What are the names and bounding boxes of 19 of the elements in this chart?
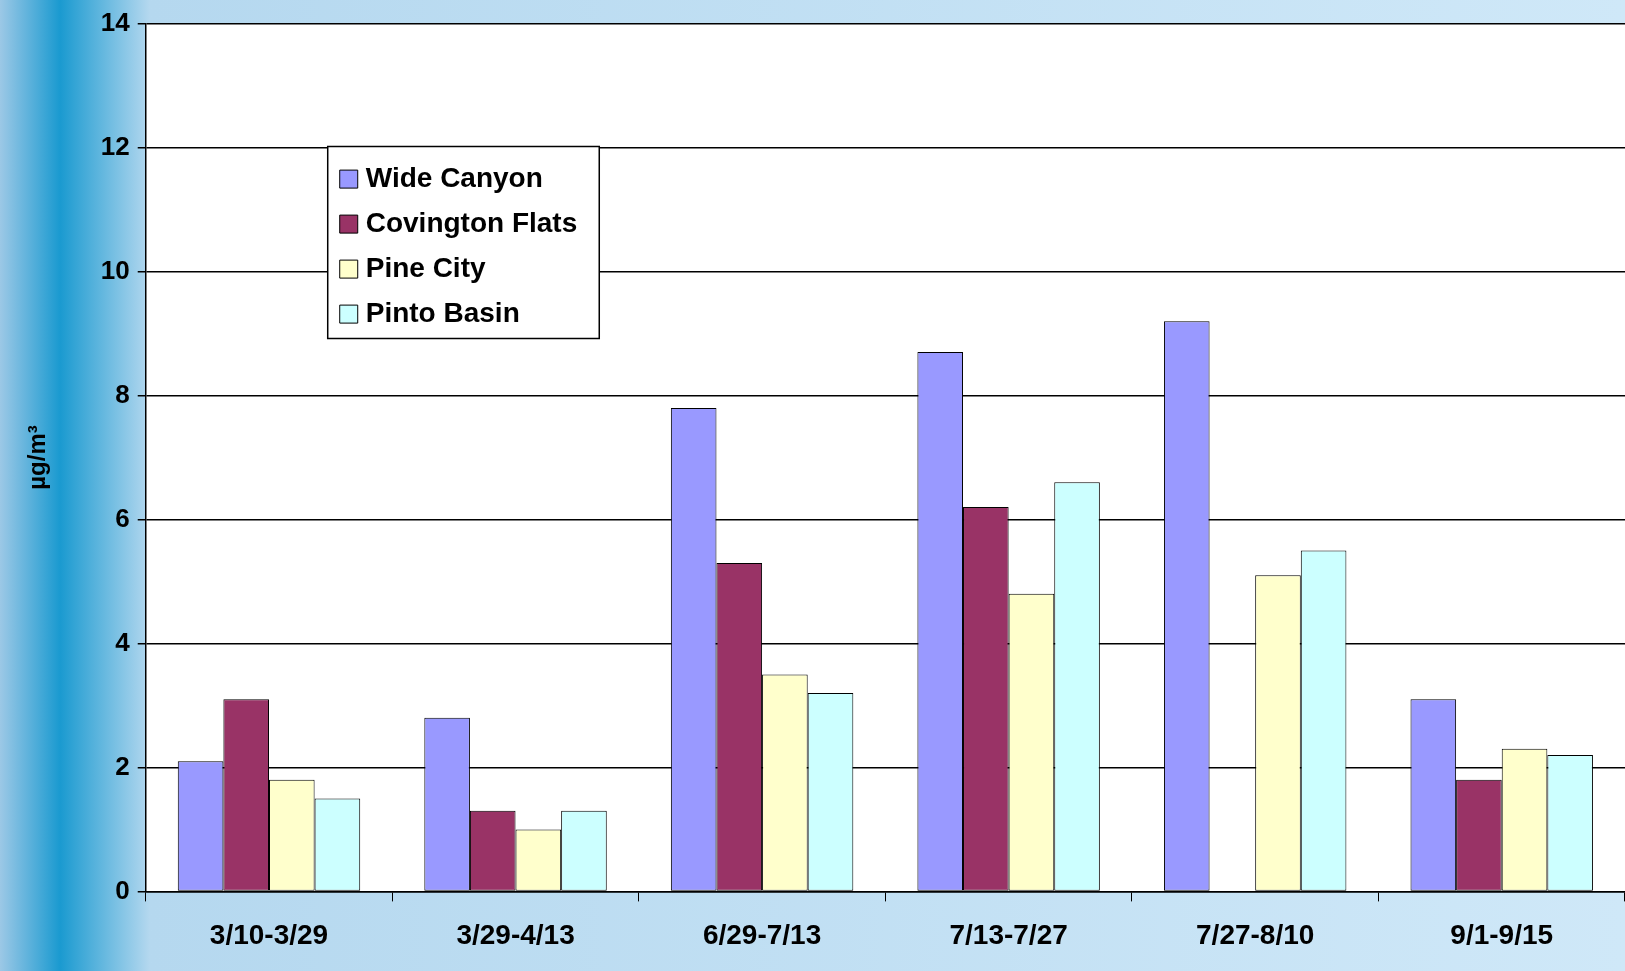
y-tick-label: 2: [115, 750, 130, 781]
y-tick-label: 10: [100, 254, 130, 285]
legend-label: Pine City: [365, 251, 486, 283]
legend-label: Covington Flats: [365, 206, 578, 238]
x-tick-label: 3/29-4/13: [456, 918, 575, 950]
y-tick-label: 12: [100, 130, 130, 161]
x-tick-label: 6/29-7/13: [702, 918, 822, 950]
y-tick-label: 14: [100, 6, 131, 37]
x-tick-label: 3/10-3/29: [209, 918, 329, 950]
y-axis-title: µg/m³: [23, 425, 51, 490]
x-tick-label: 7/13-7/27: [949, 918, 1068, 950]
y-tick-label: 6: [115, 502, 130, 533]
x-tick-label: 9/1-9/15: [1450, 918, 1554, 950]
y-tick-label: 4: [115, 626, 131, 657]
y-tick-label: 0: [115, 874, 130, 905]
x-tick-label: 7/27-8/10: [1196, 918, 1315, 950]
legend-label: Pinto Basin: [365, 296, 520, 328]
y-tick-label: 8: [115, 378, 130, 409]
legend-label: Wide Canyon: [365, 161, 543, 193]
